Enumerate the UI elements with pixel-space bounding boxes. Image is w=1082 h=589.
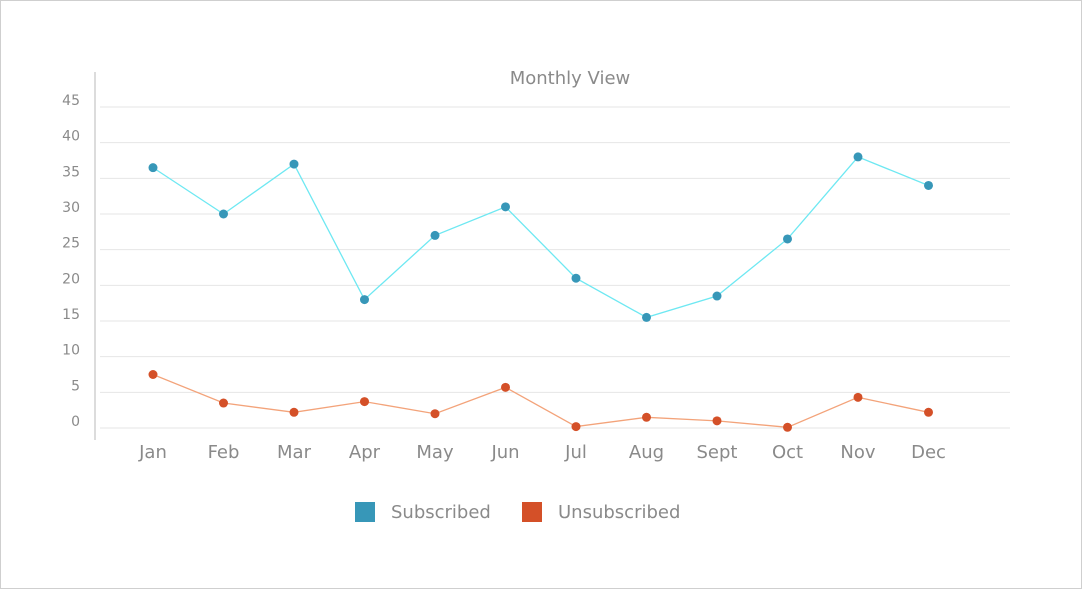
legend-label: Subscribed xyxy=(391,502,491,523)
x-tick-label: Oct xyxy=(772,442,803,463)
data-point-subscribed[interactable] xyxy=(148,163,158,173)
x-tick-label: May xyxy=(416,442,454,463)
y-tick-label: 0 xyxy=(71,414,80,430)
y-tick-label: 20 xyxy=(62,271,80,287)
x-tick-label: Aug xyxy=(629,442,664,463)
data-point-unsubscribed[interactable] xyxy=(430,409,440,419)
y-axis-ticks: 0 5 10 15 20 25 30 35 40 45 xyxy=(62,93,80,430)
y-tick-label: 10 xyxy=(62,343,80,359)
y-tick-label: 30 xyxy=(62,200,80,216)
data-point-unsubscribed[interactable] xyxy=(783,422,792,432)
y-tick-label: 15 xyxy=(62,307,80,323)
data-point-unsubscribed[interactable] xyxy=(853,392,863,402)
y-tick-label: 45 xyxy=(62,93,80,109)
grid-lines xyxy=(100,106,1010,429)
data-point-subscribed[interactable] xyxy=(642,312,651,322)
x-tick-label: Jan xyxy=(138,442,167,463)
y-tick-label: 25 xyxy=(62,236,80,252)
data-point-unsubscribed[interactable] xyxy=(360,397,369,407)
data-point-subscribed[interactable] xyxy=(289,159,299,169)
y-tick-label: 35 xyxy=(62,164,80,180)
data-point-unsubscribed[interactable] xyxy=(712,416,722,426)
data-point-subscribed[interactable] xyxy=(430,230,440,240)
series-lines xyxy=(152,156,929,428)
data-point-unsubscribed[interactable] xyxy=(289,407,299,417)
x-tick-label: Jun xyxy=(490,442,519,463)
data-point-unsubscribed[interactable] xyxy=(571,422,581,432)
data-point-subscribed[interactable] xyxy=(783,234,792,244)
legend-swatch xyxy=(355,502,375,522)
x-tick-label: Apr xyxy=(349,442,381,463)
data-point-subscribed[interactable] xyxy=(712,291,722,301)
y-tick-label: 5 xyxy=(71,378,80,394)
data-point-subscribed[interactable] xyxy=(501,202,510,212)
y-tick-label: 40 xyxy=(62,129,80,145)
data-point-unsubscribed[interactable] xyxy=(219,398,228,408)
data-point-subscribed[interactable] xyxy=(924,180,933,190)
x-axis-ticks: Jan Feb Mar Apr May Jun Jul Aug Sept Oct Nov Dec xyxy=(138,442,946,463)
x-tick-label: Dec xyxy=(911,442,946,463)
x-tick-label: Sept xyxy=(697,442,738,463)
legend-item-unsubscribed[interactable]: Unsubscribed xyxy=(522,502,680,523)
data-point-unsubscribed[interactable] xyxy=(642,412,651,422)
legend-item-subscribed[interactable]: Subscribed xyxy=(355,502,491,523)
data-point-unsubscribed[interactable] xyxy=(501,382,510,392)
data-point-subscribed[interactable] xyxy=(853,152,863,162)
x-tick-label: Mar xyxy=(277,442,312,463)
x-tick-label: Nov xyxy=(840,442,875,463)
legend: Subscribed Unsubscribed xyxy=(355,502,680,523)
chart-title: Monthly View xyxy=(510,68,631,89)
data-point-subscribed[interactable] xyxy=(571,273,581,283)
series-line-unsubscribed xyxy=(152,373,929,428)
legend-label: Unsubscribed xyxy=(558,502,680,523)
legend-swatch xyxy=(522,502,542,522)
data-point-subscribed[interactable] xyxy=(360,295,369,305)
x-tick-label: Feb xyxy=(208,442,240,463)
series-line-subscribed xyxy=(152,156,929,319)
data-point-unsubscribed[interactable] xyxy=(924,407,933,417)
data-point-unsubscribed[interactable] xyxy=(148,370,158,379)
x-tick-label: Jul xyxy=(564,442,587,463)
series-points xyxy=(148,152,933,432)
data-point-subscribed[interactable] xyxy=(219,209,228,219)
